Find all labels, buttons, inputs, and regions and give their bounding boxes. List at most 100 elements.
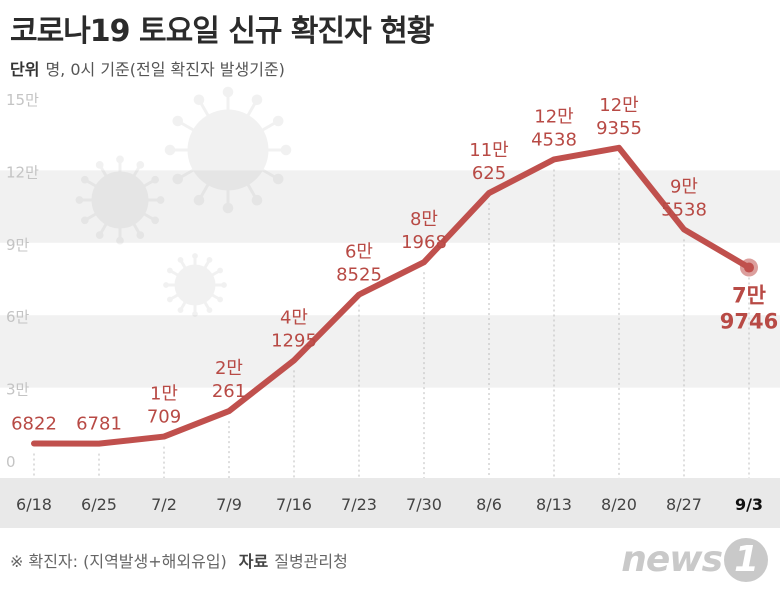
virus-spike-tip [156, 196, 165, 204]
data-label: 12만 4538 [531, 106, 577, 150]
x-tick-label: 7/16 [276, 495, 312, 514]
data-label-line: 11만 [469, 140, 508, 161]
data-label-line: 1만 [150, 384, 178, 405]
x-tick-label: 9/3 [735, 495, 763, 514]
virus-spike-tip [164, 144, 176, 156]
x-tick-label: 7/2 [151, 495, 177, 514]
series-line [31, 144, 752, 447]
x-tick-label: 8/6 [476, 495, 502, 514]
x-tick-label: 6/25 [81, 495, 117, 514]
virus-spike [179, 259, 187, 269]
data-label-line: 261 [212, 381, 246, 402]
virus-medium-icon [75, 155, 165, 245]
data-label-line: 12만 [534, 106, 573, 127]
virus-spike-tip [116, 236, 124, 245]
virus-body [91, 171, 149, 229]
virus-spike-tip [163, 282, 169, 288]
data-label: 6822 [11, 414, 57, 435]
x-tick-label: 6/18 [16, 495, 52, 514]
unit-label: 단위 [10, 60, 40, 79]
data-label-line: 709 [147, 407, 181, 428]
virus-spike-tip [217, 267, 224, 274]
virus-spike-tip [75, 196, 84, 204]
virus-spike-tip [192, 253, 198, 259]
x-axis-band [0, 478, 780, 528]
data-label-line: 12만 [599, 95, 638, 116]
data-label-line: 9746 [720, 310, 778, 334]
data-label-line: 6781 [76, 414, 122, 435]
virus-spike [132, 164, 142, 177]
virus-spike-tip [272, 173, 284, 185]
x-tick-label: 7/30 [406, 495, 442, 514]
y-tick-label: 12만 [6, 163, 39, 181]
footnote: ※ 확진자: (지역발생+해외유입) 자료 질병관리청 [10, 548, 348, 572]
virus-spike-tip [80, 175, 89, 184]
virus-spike [132, 223, 142, 236]
virus-spike [203, 259, 211, 269]
footnote-text: ※ 확진자: (지역발생+해외유입) [10, 552, 227, 571]
page-title: 코로나19 토요일 신규 확진자 현황 [10, 14, 434, 49]
virus-spike-tip [217, 296, 224, 303]
virus-spike [177, 168, 195, 181]
virus-spike-tip [95, 231, 104, 240]
highlight-point [744, 262, 754, 273]
data-label-line: 5538 [661, 199, 707, 220]
virus-spike [143, 178, 156, 188]
virus-spike-tip [177, 256, 184, 263]
virus-spike [169, 293, 179, 301]
data-label-line: 2만 [215, 358, 243, 379]
virus-spike [84, 212, 97, 222]
unit-text: 명, 0시 기준(전일 확진자 발생기준) [45, 60, 285, 79]
data-label: 2만 261 [212, 358, 246, 402]
virus-spike [84, 178, 97, 188]
virus-spike [143, 212, 156, 222]
data-label-line: 1968 [401, 232, 447, 253]
virus-spike [98, 223, 108, 236]
x-tick-label: 7/23 [341, 495, 377, 514]
virus-spike [203, 301, 211, 311]
x-tick-label: 7/9 [216, 495, 242, 514]
x-tick-label: 8/27 [666, 495, 702, 514]
virus-spike-tip [206, 307, 213, 314]
virus-spike [261, 119, 279, 132]
y-tick-label: 6만 [6, 308, 30, 326]
data-label-line: 8만 [410, 209, 438, 230]
data-label: 6만 8525 [336, 242, 382, 286]
data-label-line: 9355 [596, 118, 642, 139]
virus-spike-tip [206, 256, 213, 263]
unit-note: 단위 명, 0시 기준(전일 확진자 발생기준) [10, 56, 285, 80]
data-label: 8만 1968 [401, 209, 447, 253]
data-label-line: 625 [472, 163, 506, 184]
virus-body [174, 264, 216, 306]
data-label-line: 7만 [732, 284, 766, 308]
data-label-line: 6만 [345, 242, 373, 263]
data-label: 11만 625 [469, 140, 508, 184]
y-tick-label: 0 [6, 453, 16, 471]
source-text: 질병관리청 [274, 552, 348, 571]
virus-spike-tip [136, 160, 145, 169]
virus-spike [98, 164, 108, 177]
virus-spike-tip [221, 282, 227, 288]
data-label-line: 4만 [280, 307, 308, 328]
y-tick-label: 3만 [6, 381, 30, 399]
virus-spike-tip [177, 307, 184, 314]
virus-spike-tip [193, 94, 205, 106]
virus-spike-tip [222, 202, 234, 214]
virus-spike [179, 301, 187, 311]
virus-spike-tip [80, 216, 89, 225]
logo-mark: 1 [724, 538, 768, 582]
virus-spike-tip [166, 267, 173, 274]
data-label: 4만 1295 [271, 307, 317, 351]
y-tick-label: 15만 [6, 91, 39, 109]
data-label: 9만 5538 [661, 176, 707, 220]
data-label-line: 1295 [271, 330, 317, 351]
virus-spike-tip [95, 160, 104, 169]
virus-spike-tip [222, 86, 234, 98]
virus-spike-tip [172, 115, 184, 127]
data-label: 1만 709 [147, 384, 181, 428]
virus-spike-tip [193, 194, 205, 206]
virus-small-icon [163, 253, 227, 317]
virus-spike [211, 293, 221, 301]
band-6-3 [0, 315, 780, 388]
